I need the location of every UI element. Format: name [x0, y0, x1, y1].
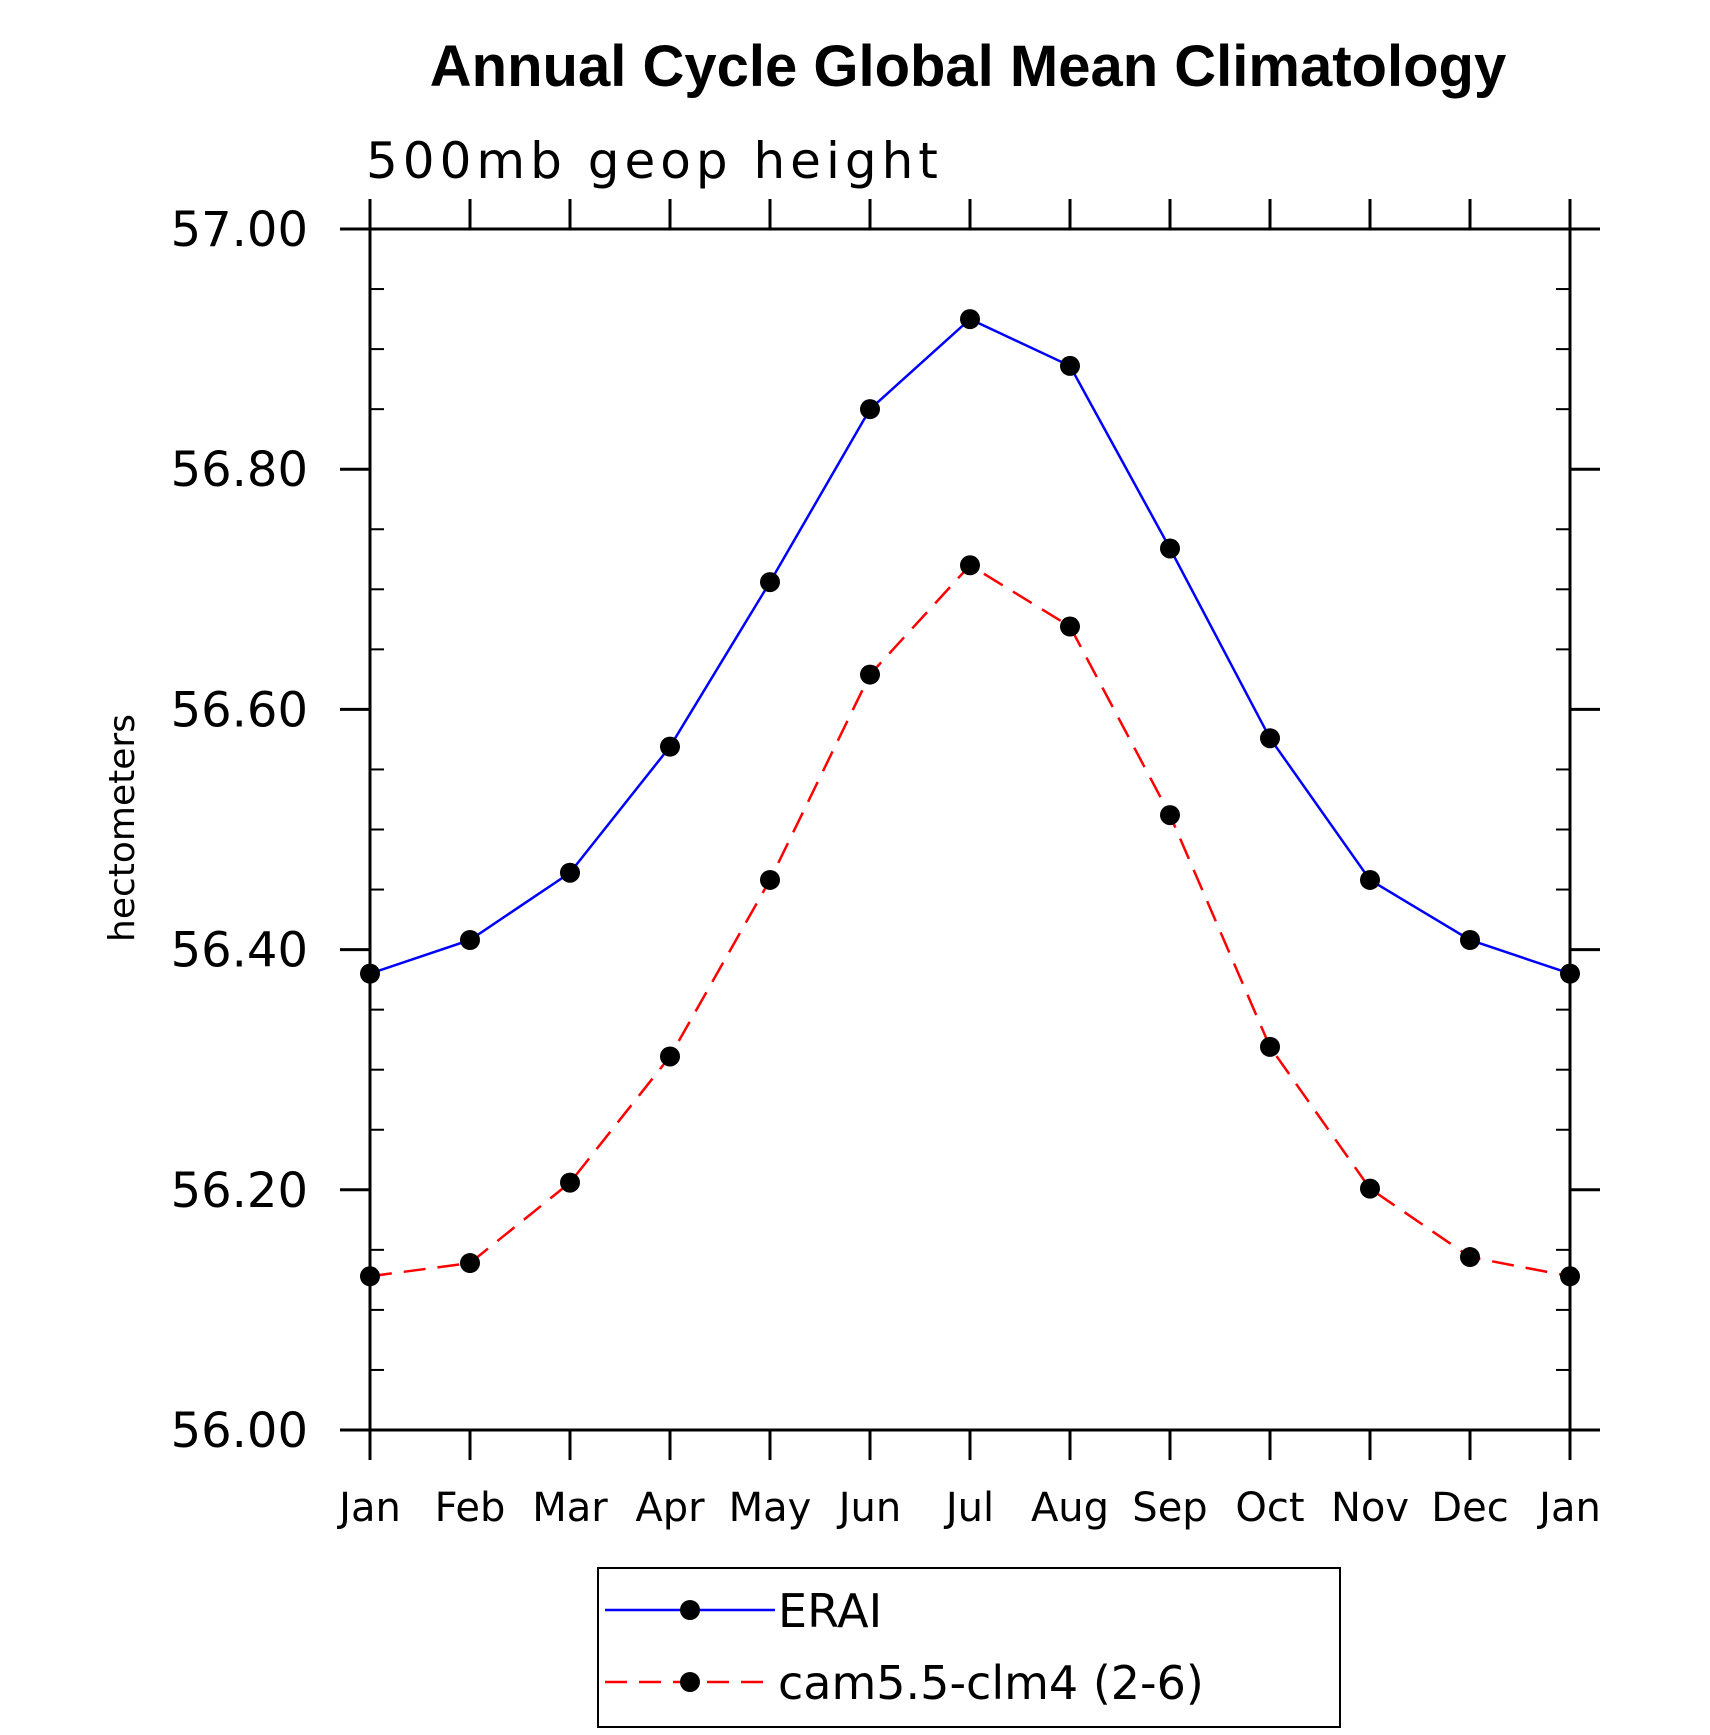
- series-0-point: [1260, 728, 1280, 749]
- x-tick-label: Dec: [1431, 1485, 1508, 1531]
- y-tick-label: 57.00: [171, 202, 308, 258]
- series-1-point: [1460, 1247, 1480, 1268]
- plot-series: [360, 309, 1580, 1287]
- series-1-point: [1360, 1178, 1380, 1199]
- x-tick-label: Apr: [635, 1485, 705, 1531]
- series-1-point: [1560, 1266, 1580, 1287]
- series-1-point: [660, 1046, 680, 1067]
- legend: ERAI cam5.5-clm4 (2-6): [597, 1567, 1341, 1728]
- y-tick-label: 56.80: [171, 442, 308, 498]
- series-0-point: [1160, 538, 1180, 559]
- series-0-point: [560, 862, 580, 883]
- series-line-1: [369, 563, 1571, 1278]
- chart-subtitle: 500mb geop height: [366, 132, 943, 190]
- series-0-point: [1360, 869, 1380, 890]
- series-1-point: [960, 555, 980, 576]
- legend-box: [597, 1567, 1341, 1728]
- legend-marker-1: [680, 1672, 700, 1692]
- series-0-point: [660, 736, 680, 757]
- series-1-point: [360, 1266, 380, 1287]
- series-0-point: [1560, 963, 1580, 984]
- series-0-point: [860, 399, 880, 420]
- series-0-point: [1460, 929, 1480, 950]
- chart-title: Annual Cycle Global Mean Climatology: [430, 34, 1506, 99]
- y-tick-label: 56.20: [171, 1163, 308, 1219]
- x-tick-label: Jan: [336, 1485, 401, 1531]
- x-tick-label: Nov: [1331, 1485, 1409, 1531]
- series-1-point: [1260, 1036, 1280, 1057]
- y-tick-label: 56.40: [171, 923, 308, 979]
- axes: Jan Feb Mar Apr May Jun Jul Aug Sep Oct Nov Dec Jan 5…: [171, 199, 1601, 1531]
- x-tick-label: Jan: [1536, 1485, 1601, 1531]
- plot-frame: [368, 227, 1572, 1432]
- legend-marker-0: [680, 1600, 700, 1620]
- x-tick-label: Mar: [532, 1485, 608, 1531]
- series-1-point: [460, 1253, 480, 1274]
- y-axis-label: hectometers: [102, 714, 143, 942]
- series-1-point: [760, 869, 780, 890]
- x-tick-label: Feb: [435, 1485, 506, 1531]
- legend-label-0: ERAI: [778, 1584, 882, 1638]
- series-0-point: [460, 929, 480, 950]
- series-1-point: [1160, 805, 1180, 826]
- x-tick-label: May: [729, 1485, 812, 1531]
- x-tick-label: Jul: [943, 1485, 994, 1531]
- y-tick-label: 56.00: [171, 1403, 308, 1459]
- series-line-0: [369, 317, 1571, 975]
- series-0-point: [760, 572, 780, 593]
- series-1-point: [860, 664, 880, 685]
- x-tick-label: Oct: [1235, 1485, 1304, 1531]
- series-0-point: [360, 963, 380, 984]
- series-1-point: [1060, 616, 1080, 637]
- x-tick-label: Aug: [1031, 1485, 1109, 1531]
- series-0-point: [1060, 355, 1080, 376]
- series-0-point: [960, 309, 980, 330]
- series-1-point: [560, 1172, 580, 1193]
- y-tick-label: 56.60: [171, 682, 308, 738]
- x-tick-label: Sep: [1132, 1485, 1207, 1531]
- x-tick-label: Jun: [836, 1485, 902, 1531]
- legend-label-1: cam5.5-clm4 (2-6): [778, 1656, 1204, 1710]
